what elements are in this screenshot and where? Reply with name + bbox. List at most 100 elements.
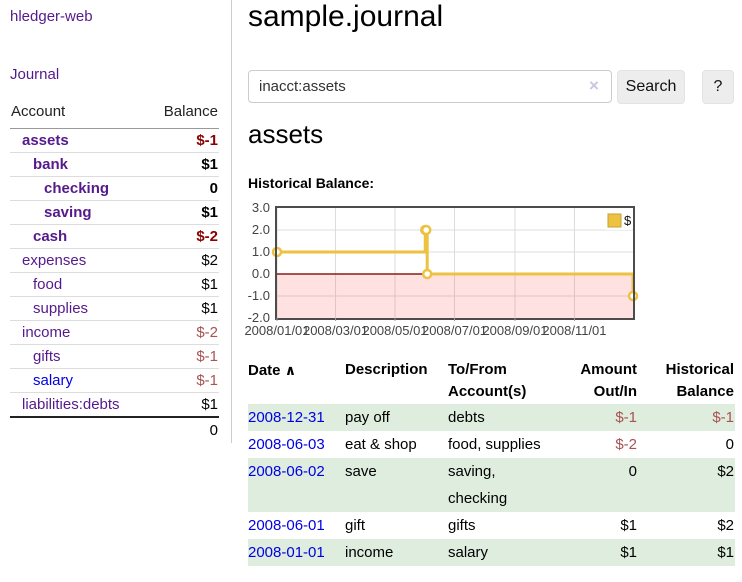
sidebar-item-journal[interactable]: Journal	[10, 66, 60, 83]
register-balance-cell: $-1	[712, 409, 734, 426]
spacer-cell	[10, 416, 149, 443]
account-row: saving $1	[10, 200, 219, 225]
date-header-label: Date	[248, 362, 281, 379]
account-link[interactable]: saving	[44, 204, 92, 221]
legend-label: $	[624, 213, 632, 228]
account-row: salary $-1	[10, 368, 219, 393]
y-axis-tick-label: 2.0	[252, 222, 270, 237]
help-button[interactable]: ?	[702, 70, 734, 104]
account-balance-cell: $1	[148, 200, 219, 225]
register-balance-cell: $2	[717, 463, 734, 480]
y-axis-tick-label: -2.0	[248, 310, 270, 325]
account-link[interactable]: liabilities:debts	[22, 396, 120, 413]
account-link[interactable]: expenses	[22, 252, 87, 269]
register-date-link[interactable]: 2008-06-02	[248, 463, 325, 480]
accounts-table-header-account: Account	[10, 101, 149, 129]
register-header-date[interactable]: Date ∧	[248, 357, 345, 404]
register-date-link[interactable]: 2008-12-31	[248, 409, 325, 426]
account-row: checking 0	[10, 176, 219, 201]
register-accounts-cell: saving, checking	[448, 463, 508, 507]
register-date-cell: 2008-06-02	[248, 458, 345, 512]
account-balance-cell: $1	[148, 296, 219, 321]
register-accounts-cell: food, supplies	[448, 436, 541, 453]
account-link[interactable]: income	[22, 324, 71, 341]
register-date-link[interactable]: 2008-06-03	[248, 436, 325, 453]
account-heading: assets	[248, 119, 324, 149]
account-balance-cell: $-1	[148, 344, 219, 369]
register-table: Date ∧ Description To/From Account(s) Am…	[248, 357, 735, 566]
account-row: expenses $2	[10, 248, 219, 273]
register-balance-cell: $1	[717, 544, 734, 561]
register-date-cell: 2008-01-01	[248, 539, 345, 566]
accounts-total-row: 0	[10, 416, 219, 443]
account-name-cell: liabilities:debts	[10, 392, 149, 417]
account-link[interactable]: checking	[44, 180, 110, 197]
x-axis-tick-label: 2008/01/01	[244, 323, 309, 338]
register-date-link[interactable]: 2008-06-01	[248, 517, 325, 534]
x-axis-tick-label: 2008/07/01	[422, 323, 487, 338]
register-accounts-cell: debts	[448, 409, 485, 426]
account-balance-cell: 0	[148, 176, 219, 201]
account-name-cell: salary	[10, 368, 149, 393]
account-row: gifts $-1	[10, 344, 219, 369]
y-axis-tick-label: -1.0	[248, 288, 270, 303]
account-link[interactable]: assets	[22, 132, 69, 149]
app-brand-link[interactable]: hledger-web	[10, 8, 93, 25]
register-header-amount: Amount Out/In	[580, 361, 637, 400]
register-header-row: Date ∧ Description To/From Account(s) Am…	[248, 357, 735, 404]
search-input[interactable]	[248, 70, 612, 103]
table-row: 2008-12-31 pay off debts $-1 $-1	[248, 404, 735, 431]
account-balance-cell: $2	[148, 248, 219, 273]
account-balance-cell: $-1	[148, 368, 219, 393]
register-description-cell: gift	[345, 517, 366, 534]
account-link[interactable]: supplies	[33, 300, 89, 317]
register-amount-cell: $-1	[615, 409, 637, 426]
account-name-cell: checking	[10, 176, 149, 201]
account-link[interactable]: salary	[33, 372, 74, 389]
register-header-accounts: To/From Account(s)	[448, 361, 527, 400]
account-name-cell: income	[10, 320, 149, 345]
historical-balance-chart: 3.0 2.0 1.0 0.0 -1.0 -2.02008/01/012008/03/01…	[244, 202, 639, 338]
sidebar: hledger-web Journal Account Balance asse…	[0, 0, 232, 443]
register-description-cell: save	[345, 463, 377, 480]
x-axis-tick-label: 2008/03/01	[303, 323, 368, 338]
account-row: food $1	[10, 272, 219, 297]
register-header-description: Description	[345, 361, 428, 378]
account-balance-cell: $1	[148, 152, 219, 177]
x-axis-tick-label: 2008/09/01	[482, 323, 547, 338]
register-date-cell: 2008-06-03	[248, 431, 345, 458]
sort-ascending-icon: ∧	[284, 362, 297, 378]
register-date-cell: 2008-06-01	[248, 512, 345, 539]
account-row: assets $-1	[10, 129, 219, 153]
table-row: 2008-06-01 gift gifts $1 $2	[248, 512, 735, 539]
table-row: 2008-06-03 eat & shop food, supplies $-2…	[248, 431, 735, 458]
account-row: income $-2	[10, 320, 219, 345]
y-axis-tick-label: 0.0	[252, 266, 270, 281]
register-date-cell: 2008-12-31	[248, 404, 345, 431]
table-row: 2008-01-01 income salary $1 $1	[248, 539, 735, 566]
register-balance-cell: $2	[717, 517, 734, 534]
x-axis-tick-label: 2008/05/01	[362, 323, 427, 338]
account-name-cell: gifts	[10, 344, 149, 369]
register-amount-cell: $1	[620, 517, 637, 534]
register-description-cell: eat & shop	[345, 436, 417, 453]
search-button[interactable]: Search	[617, 70, 685, 104]
account-name-cell: cash	[10, 224, 149, 249]
register-accounts-cell: salary	[448, 544, 489, 561]
account-name-cell: food	[10, 272, 149, 297]
legend-swatch	[607, 213, 622, 228]
clear-search-icon[interactable]: ×	[589, 76, 599, 95]
account-link[interactable]: gifts	[33, 348, 61, 365]
account-link[interactable]: food	[33, 276, 63, 293]
account-balance-cell: $-2	[148, 224, 219, 249]
account-link[interactable]: cash	[33, 228, 68, 245]
account-name-cell: assets	[10, 129, 149, 153]
register-date-link[interactable]: 2008-01-01	[248, 544, 325, 561]
account-link[interactable]: bank	[33, 156, 69, 173]
register-accounts-cell: gifts	[448, 517, 476, 534]
register-amount-cell: $1	[620, 544, 637, 561]
register-description-cell: pay off	[345, 409, 390, 426]
accounts-table-header-balance: Balance	[148, 101, 219, 129]
accounts-table: Account Balance assets $-1 bank $1 check…	[10, 101, 219, 443]
account-row: cash $-2	[10, 224, 219, 249]
